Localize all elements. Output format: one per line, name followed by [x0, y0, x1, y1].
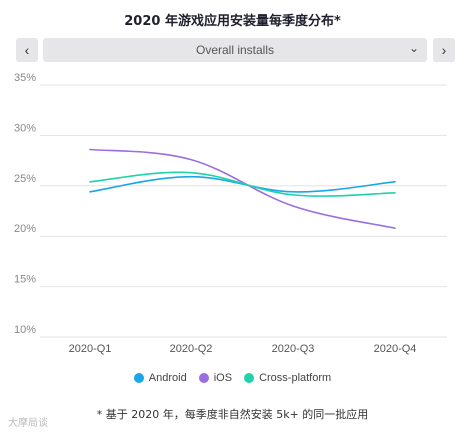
metric-select[interactable]: Overall installs ⌄ [43, 38, 427, 62]
next-chart-button[interactable]: › [433, 38, 455, 62]
y-tick-label: 15% [14, 274, 36, 286]
series-line-cross-platform[interactable] [89, 171, 396, 197]
x-tick-label: 2020-Q4 [374, 343, 417, 355]
legend-label-cross-platform: Cross-platform [259, 372, 332, 384]
metric-select-value: Overall installs [195, 43, 275, 57]
series-line-ios[interactable] [89, 148, 396, 229]
footnote: * 基于 2020 年，每季度非自然安装 5k+ 的同一批应用 [96, 408, 369, 421]
legend-label-ios: iOS [213, 372, 233, 384]
chevron-left-icon: ‹ [24, 42, 30, 58]
x-axis-ticks: 2020-Q1 2020-Q2 2020-Q3 2020-Q4 [69, 343, 417, 355]
y-tick-label: 30% [14, 122, 36, 134]
previous-chart-button[interactable]: ‹ [16, 38, 38, 62]
x-tick-label: 2020-Q2 [170, 343, 213, 355]
legend-item-ios[interactable]: iOS [198, 372, 233, 384]
legend-label-android: Android [148, 372, 187, 384]
legend-item-cross-platform[interactable]: Cross-platform [244, 372, 331, 384]
y-tick-label: 35% [14, 72, 36, 84]
y-tick-label: 25% [14, 173, 36, 185]
chart-title: 2020 年游戏应用安装量每季度分布* [124, 14, 341, 29]
x-tick-label: 2020-Q3 [272, 343, 315, 355]
cross-platform-color-swatch [244, 373, 255, 383]
x-tick-label: 2020-Q1 [69, 343, 112, 355]
chevron-down-icon: ⌄ [408, 41, 419, 55]
series-line-android[interactable] [89, 175, 396, 193]
android-color-swatch [133, 373, 144, 383]
grid-lines [40, 84, 447, 338]
chart-legend: Android iOS Cross-platform [0, 372, 465, 384]
legend-item-android[interactable]: Android [133, 372, 187, 384]
line-chart: 35% 30% 25% 20% 15% 10% 2020-Q1 2020-Q2 2020-Q3… [14, 72, 447, 355]
y-tick-label: 10% [14, 324, 36, 336]
watermark: 大摩局谈 [8, 418, 48, 429]
series-lines [89, 148, 396, 229]
y-tick-label: 20% [14, 223, 36, 235]
chevron-right-icon: › [441, 42, 447, 58]
ios-color-swatch [198, 373, 209, 383]
y-axis-ticks: 35% 30% 25% 20% 15% 10% [14, 72, 36, 336]
